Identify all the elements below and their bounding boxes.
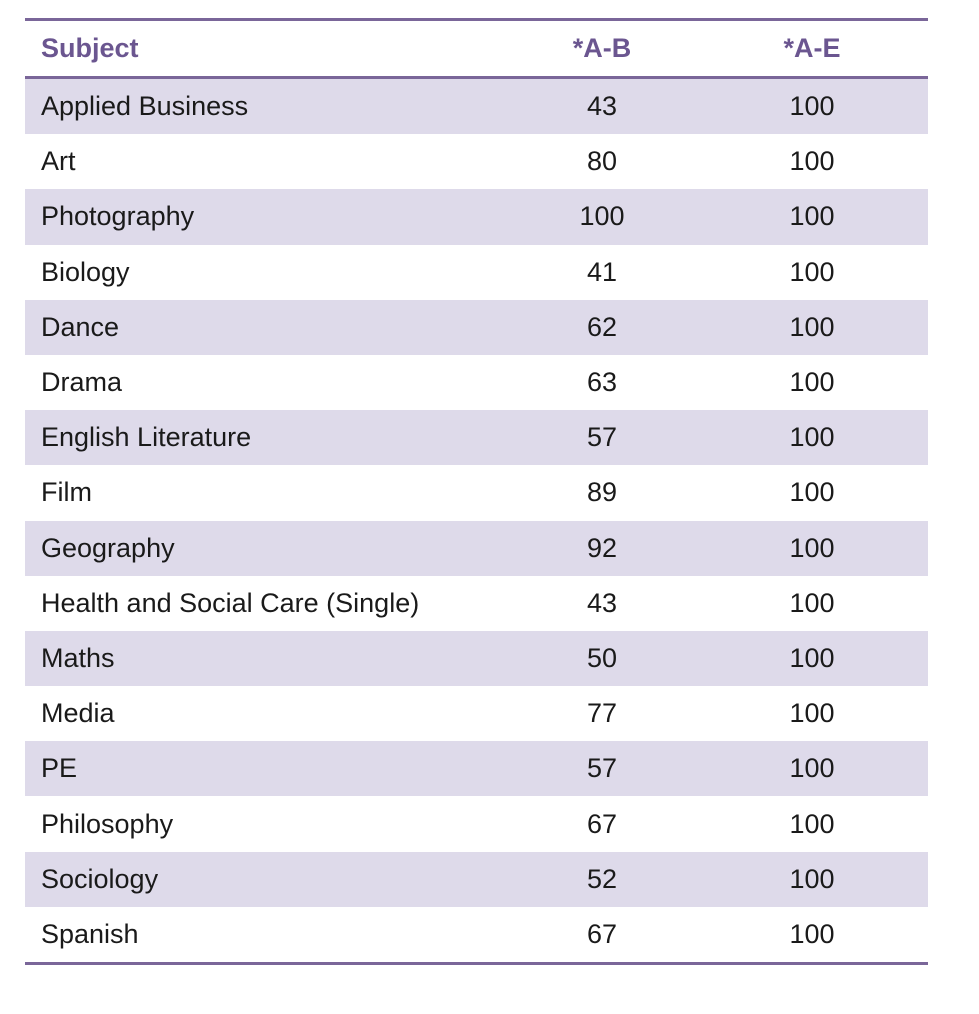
cell-a-e: 100 — [789, 201, 835, 232]
cell-a-b: 57 — [586, 753, 618, 784]
cell-a-e: 100 — [789, 477, 835, 508]
table-row: Geography 92 100 — [25, 520, 928, 576]
cell-a-e: 100 — [789, 753, 835, 784]
cell-a-b: 43 — [586, 587, 618, 618]
table-body: Applied Business 43 100 Art 80 100 Photography… — [25, 79, 928, 962]
cell-subject: Film — [41, 477, 92, 508]
table-row: Maths 50 100 — [25, 630, 928, 687]
cell-a-e: 100 — [789, 367, 835, 398]
table-row: Dance 62 100 — [25, 299, 928, 355]
header-a-b: *A-B — [572, 33, 632, 63]
cell-subject: Geography — [41, 532, 175, 563]
cell-a-e: 100 — [789, 311, 835, 342]
cell-subject: Applied Business — [41, 91, 249, 122]
table-row: Spanish 67 100 — [25, 907, 928, 962]
cell-subject: Maths — [41, 642, 115, 673]
table-bottom-rule — [25, 962, 928, 965]
table-top-rule — [25, 18, 928, 21]
cell-a-e: 100 — [789, 642, 835, 673]
table-header: Subject *A-B *A-E — [25, 21, 928, 79]
table-row: Film 89 100 — [25, 465, 928, 520]
cell-a-b: 92 — [586, 532, 618, 563]
cell-a-b: 67 — [586, 808, 618, 839]
cell-a-e: 100 — [789, 587, 835, 618]
cell-subject: Photography — [41, 201, 195, 232]
table-row: Health and Social Care (Single) 43 100 — [25, 576, 928, 631]
cell-a-b: 80 — [586, 146, 618, 177]
table-row: Sociology 52 100 — [25, 851, 928, 907]
cell-a-e: 100 — [789, 808, 835, 839]
cell-a-b: 43 — [586, 91, 618, 122]
table-row: PE 57 100 — [25, 741, 928, 797]
table-row: Philosophy 67 100 — [25, 796, 928, 851]
table-row: Applied Business 43 100 — [25, 79, 928, 135]
cell-subject: PE — [41, 753, 78, 784]
table-row: English Literature 57 100 — [25, 410, 928, 466]
cell-a-b: 100 — [579, 201, 625, 232]
cell-subject: Drama — [41, 367, 123, 398]
results-table: Subject *A-B *A-E Applied Business 43 100 A… — [25, 18, 928, 965]
cell-subject: English Literature — [41, 422, 252, 453]
cell-a-e: 100 — [789, 532, 835, 563]
cell-subject: Media — [41, 698, 115, 729]
cell-a-e: 100 — [789, 256, 835, 287]
header-a-e: *A-E — [783, 33, 841, 63]
cell-a-e: 100 — [789, 146, 835, 177]
cell-subject: Health and Social Care (Single) — [41, 587, 420, 618]
table-row: Photography 100 100 — [25, 189, 928, 245]
cell-a-e: 100 — [789, 422, 835, 453]
cell-a-b: 89 — [586, 477, 618, 508]
cell-a-e: 100 — [789, 918, 835, 949]
table-row: Media 77 100 — [25, 686, 928, 741]
cell-a-e: 100 — [789, 91, 835, 122]
table-row: Art 80 100 — [25, 134, 928, 189]
cell-a-e: 100 — [789, 863, 835, 894]
cell-a-b: 77 — [586, 698, 618, 729]
cell-a-b: 41 — [586, 256, 618, 287]
cell-a-b: 52 — [586, 863, 618, 894]
header-subject: Subject — [41, 33, 139, 63]
cell-subject: Biology — [41, 256, 130, 287]
cell-a-e: 100 — [789, 698, 835, 729]
table-row: Biology 41 100 — [25, 245, 928, 300]
cell-subject: Art — [41, 146, 76, 177]
cell-subject: Philosophy — [41, 808, 174, 839]
cell-subject: Sociology — [41, 863, 159, 894]
table-row: Drama 63 100 — [25, 355, 928, 410]
cell-subject: Spanish — [41, 918, 139, 949]
cell-a-b: 63 — [586, 367, 618, 398]
cell-a-b: 57 — [586, 422, 618, 453]
cell-a-b: 62 — [586, 311, 618, 342]
cell-a-b: 67 — [586, 918, 618, 949]
cell-subject: Dance — [41, 311, 120, 342]
cell-a-b: 50 — [586, 642, 618, 673]
